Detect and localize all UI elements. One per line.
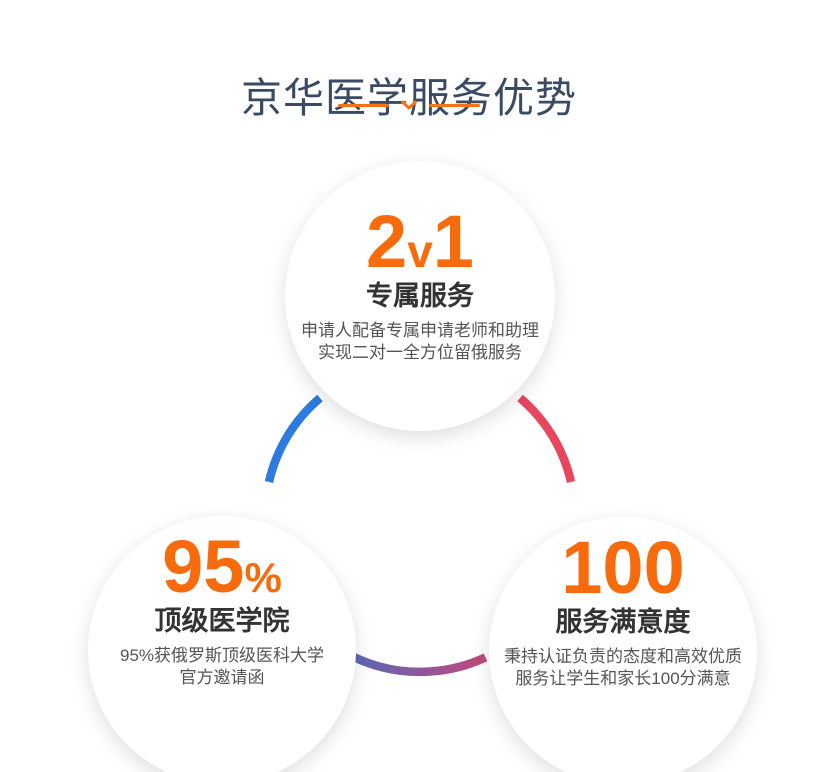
left-arc [264, 394, 323, 483]
stat-number: 95 [162, 525, 245, 608]
card-desc-line: 95%获俄罗斯顶级医科大学 [119, 645, 325, 665]
title-underline-decoration [0, 98, 818, 112]
card-service-satisfaction: 100 服务满意度 秉持认证负责的态度和高效优质 服务让学生和家长100分满意 [489, 517, 757, 772]
card-desc-line: 秉持认证负责的态度和高效优质 [504, 646, 742, 666]
section-title: 京华医学服务优势 [241, 75, 577, 122]
card-exclusive-service: 2v1 专属服务 申请人配备专属申请老师和助理 实现二对一全方位留俄服务 [285, 161, 555, 431]
card-desc-line: 服务让学生和家长100分满意 [515, 668, 731, 688]
deco-line-right [429, 103, 480, 107]
card-description: 秉持认证负责的态度和高效优质 服务让学生和家长100分满意 [504, 646, 742, 690]
deco-line-left [338, 103, 389, 107]
stat-value: 100 [561, 531, 684, 605]
card-desc-line: 实现二对一全方位留俄服务 [318, 342, 522, 362]
right-arc [517, 394, 576, 483]
card-top-medical-schools: 95% 顶级医学院 95%获俄罗斯顶级医科大学 官方邀请函 [88, 516, 356, 772]
stat-value: 2v1 [366, 205, 474, 279]
stat-digit: 1 [432, 200, 474, 283]
card-desc-line: 申请人配备专属申请老师和助理 [301, 320, 539, 340]
card-title: 顶级医学院 [154, 606, 290, 636]
card-title: 专属服务 [366, 281, 474, 311]
stat-value: 95% [162, 530, 282, 604]
stat-vs: v [407, 225, 433, 277]
card-description: 申请人配备专属申请老师和助理 实现二对一全方位留俄服务 [301, 320, 539, 364]
stat-digit: 2 [366, 200, 408, 283]
card-desc-line: 官方邀请函 [179, 667, 265, 687]
stat-number: 100 [561, 526, 685, 609]
card-title: 服务满意度 [555, 607, 691, 637]
card-description: 95%获俄罗斯顶级医科大学 官方邀请函 [120, 645, 324, 689]
stat-percent-sign: % [244, 554, 282, 601]
chevron-down-icon [401, 100, 417, 109]
bottom-arc [352, 653, 488, 677]
